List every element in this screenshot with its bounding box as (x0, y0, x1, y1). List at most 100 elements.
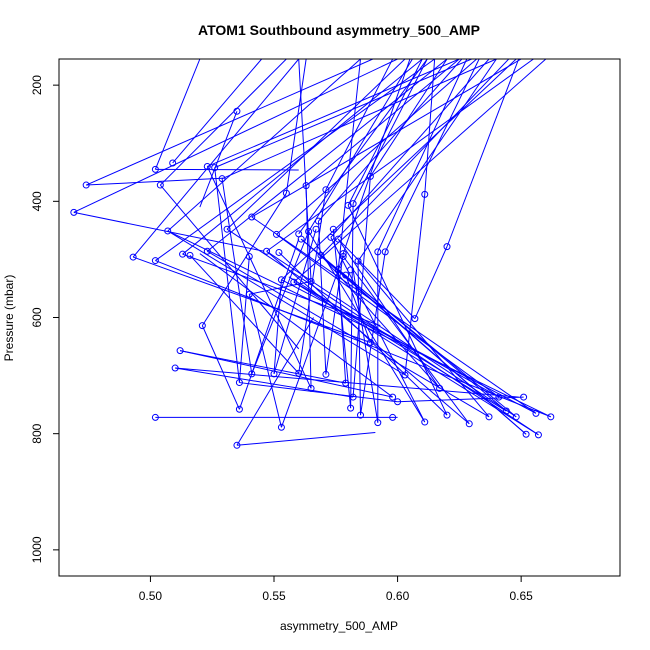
series-line-segment (172, 59, 263, 164)
series-line-segment (305, 59, 460, 187)
plot-area (70, 59, 555, 449)
series-line-segment (384, 59, 480, 253)
data-point (401, 371, 409, 379)
series-line-segment (221, 59, 497, 180)
series-line-segment (154, 59, 201, 170)
data-point (171, 364, 179, 372)
data-point (374, 248, 382, 256)
data-point (421, 418, 429, 426)
data-point (302, 182, 310, 190)
y-tick-label: 600 (30, 307, 44, 327)
series-line-segment (236, 317, 314, 446)
data-point (349, 200, 357, 208)
data-point (465, 420, 473, 428)
series-line-segment (337, 59, 362, 270)
series-line-segment (73, 59, 398, 213)
data-point (263, 247, 271, 255)
series-line-segment (281, 59, 517, 281)
data-point (235, 379, 243, 387)
series-line-segment (239, 382, 398, 403)
series-line-segment (347, 205, 448, 416)
series-line-segment (214, 167, 240, 383)
data-point (312, 225, 320, 233)
data-point (443, 243, 451, 251)
data-point (317, 251, 325, 259)
data-point (354, 257, 362, 265)
series-line-segment (342, 256, 470, 425)
data-point (347, 404, 355, 412)
data-point (198, 322, 206, 330)
series-line-segment (159, 184, 300, 350)
data-point (151, 165, 159, 173)
data-point (245, 253, 253, 261)
data-point (334, 265, 342, 273)
data-point (534, 431, 542, 439)
data-point (342, 271, 350, 279)
series-line-segment (248, 294, 282, 428)
series-line-segment (377, 59, 468, 253)
series-line-segment (352, 176, 371, 398)
series-line-segment (345, 274, 371, 343)
series-line-segment (266, 250, 517, 418)
data-point (327, 233, 335, 241)
series-line-segment (397, 396, 524, 403)
data-point (421, 190, 429, 198)
data-point (290, 278, 298, 286)
series-line-segment (320, 59, 510, 256)
y-tick-label: 800 (30, 423, 44, 443)
series-line-segment (251, 216, 537, 414)
series-line-segment (446, 59, 520, 247)
chart-title: ATOM1 Southbound asymmetry_500_AMP (198, 22, 480, 38)
series-line-segment (332, 229, 352, 409)
data-point (502, 407, 510, 415)
series-line-segment (266, 59, 534, 252)
data-point (436, 384, 444, 392)
data-point (344, 201, 352, 209)
series-line-segment (238, 238, 300, 410)
series-line-segment (317, 221, 327, 375)
data-point (223, 225, 231, 233)
x-tick-label: 0.60 (386, 589, 410, 603)
data-point (389, 393, 397, 401)
data-point (532, 409, 540, 417)
data-point (366, 172, 374, 180)
data-point (394, 398, 402, 406)
data-point (295, 369, 303, 377)
data-point (339, 250, 347, 258)
series-line-segment (159, 59, 287, 186)
x-tick-label: 0.50 (139, 589, 163, 603)
series-line-segment (318, 59, 463, 222)
data-point (129, 253, 137, 261)
data-point (164, 227, 172, 235)
data-point (151, 257, 159, 265)
series-line-segment (167, 230, 552, 418)
data-point (314, 217, 322, 225)
data-point (443, 411, 451, 419)
series-line-segment (276, 59, 477, 235)
series-line-segment (155, 168, 299, 171)
series-line-segment (132, 256, 371, 343)
data-point (176, 347, 184, 355)
data-point (547, 413, 555, 421)
data-point (282, 189, 290, 197)
data-point (342, 379, 350, 387)
series-line-segment (325, 253, 344, 375)
series-line-segment (167, 59, 361, 232)
data-point (179, 250, 187, 258)
series-line-segment (369, 59, 448, 177)
data-point (156, 181, 164, 189)
data-point (245, 290, 253, 298)
data-point (334, 235, 342, 243)
data-point (297, 235, 305, 243)
series-line-segment (221, 178, 253, 374)
y-tick-label: 1000 (30, 536, 44, 563)
series-line-segment (300, 238, 527, 435)
data-point (485, 413, 493, 421)
series-line-segment (201, 192, 287, 326)
data-point (357, 411, 365, 419)
series-line-segment (285, 59, 307, 194)
series-line-segment (207, 59, 460, 167)
data-point (411, 315, 419, 323)
series-line-segment (206, 59, 448, 252)
series-line-segment (199, 253, 393, 398)
